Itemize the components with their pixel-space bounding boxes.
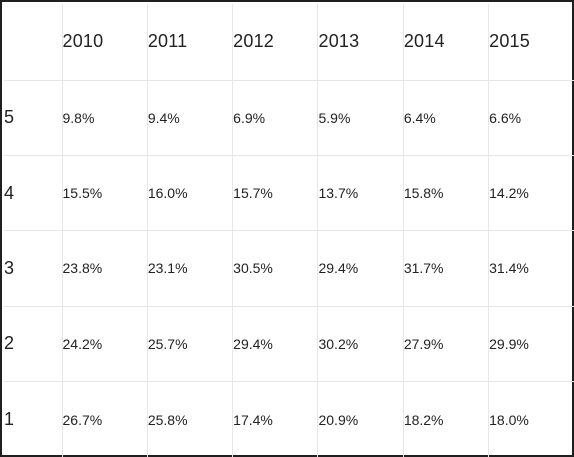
- table-row: 2 24.2% 25.7% 29.4% 30.2% 27.9% 29.9%: [4, 306, 574, 383]
- table-cell: 26.7%: [62, 381, 148, 457]
- row-label: 2: [4, 306, 63, 383]
- row-label: 5: [4, 80, 63, 156]
- table-cell: 24.2%: [62, 306, 148, 383]
- table-cell: 5.9%: [317, 80, 404, 156]
- table-cell: 18.2%: [403, 381, 490, 457]
- table-cell: 6.6%: [488, 80, 574, 156]
- table-cell: 15.8%: [403, 155, 490, 232]
- table-cell: 9.4%: [147, 80, 234, 156]
- table-cell: 15.5%: [62, 155, 148, 232]
- data-table: 2010 2011 2012 2013 2014 2015 5 9.8% 9.4…: [4, 4, 574, 457]
- table-cell: 31.4%: [488, 230, 574, 307]
- table-cell: 15.7%: [232, 155, 319, 232]
- column-header-2013: 2013: [317, 4, 404, 81]
- table-cell: 16.0%: [147, 155, 234, 232]
- corner-cell: [4, 4, 63, 81]
- column-header-2012: 2012: [232, 4, 319, 81]
- table-cell: 31.7%: [403, 230, 490, 307]
- table-cell: 14.2%: [488, 155, 574, 232]
- header-row: 2010 2011 2012 2013 2014 2015: [4, 4, 574, 81]
- row-label: 4: [4, 155, 63, 232]
- column-header-2015: 2015: [488, 4, 574, 81]
- table-cell: 6.9%: [232, 80, 319, 156]
- table-row: 3 23.8% 23.1% 30.5% 29.4% 31.7% 31.4%: [4, 230, 574, 307]
- table-cell: 29.4%: [232, 306, 319, 383]
- table-cell: 20.9%: [317, 381, 404, 457]
- table-cell: 30.5%: [232, 230, 319, 307]
- column-header-2014: 2014: [403, 4, 490, 81]
- table-cell: 25.7%: [147, 306, 234, 383]
- column-header-2011: 2011: [147, 4, 234, 81]
- table-cell: 18.0%: [489, 411, 529, 428]
- table-cell: 29.9%: [488, 306, 574, 383]
- table-row: 1 26.7% 25.8% 17.4% 20.9% 18.2% 18.0%: [4, 381, 574, 457]
- table-cell: 17.4%: [232, 381, 319, 457]
- row-label: 3: [4, 230, 63, 307]
- table-cell: 30.2%: [317, 306, 404, 383]
- row-label: 1: [4, 381, 63, 457]
- table-cell: 13.7%: [317, 155, 404, 232]
- table-cell: 9.8%: [62, 80, 148, 156]
- table-cell: 25.8%: [147, 381, 234, 457]
- table-cell: 29.4%: [317, 230, 404, 307]
- table-cell: 23.1%: [147, 230, 234, 307]
- table-cell: 23.8%: [62, 230, 148, 307]
- table-cell: 27.9%: [403, 306, 490, 383]
- table-cell: 6.4%: [403, 80, 490, 156]
- column-header-2010: 2010: [62, 4, 148, 81]
- table-row: 4 15.5% 16.0% 15.7% 13.7% 15.8% 14.2%: [4, 155, 574, 232]
- table-row: 5 9.8% 9.4% 6.9% 5.9% 6.4% 6.6%: [4, 80, 574, 156]
